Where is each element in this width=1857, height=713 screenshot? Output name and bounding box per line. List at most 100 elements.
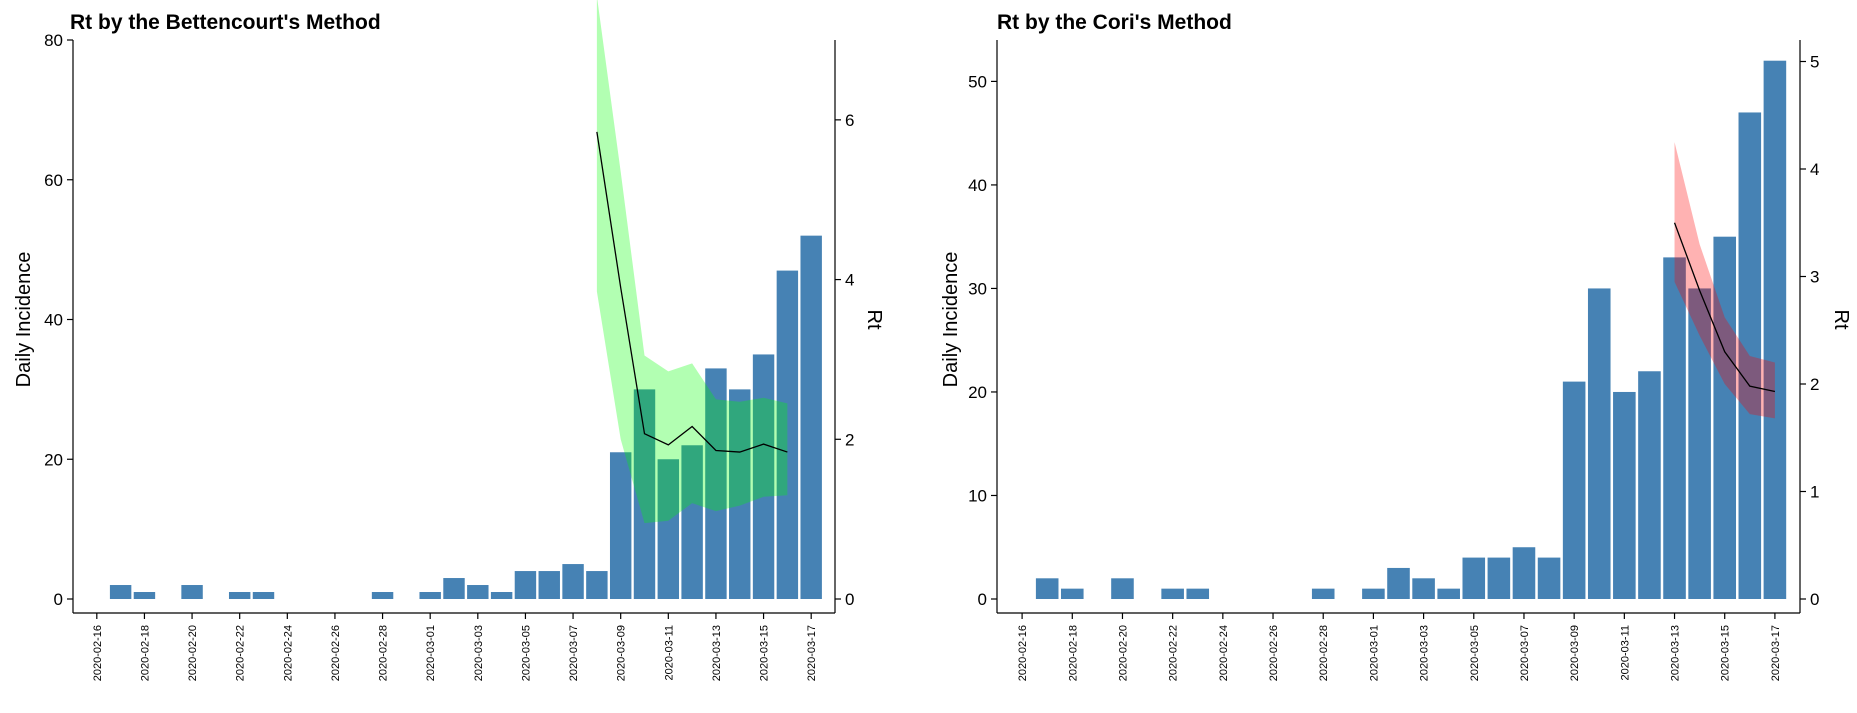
x-tick-label: 2020-03-03 (1419, 625, 1431, 681)
bar-2020-03-03 (467, 585, 489, 599)
y2-tick-label: 4 (1810, 160, 1819, 179)
bar-2020-03-02 (1387, 567, 1410, 599)
x-tick-label: 2020-02-22 (1168, 625, 1180, 681)
y2-tick-label: 5 (1810, 53, 1819, 72)
bar-2020-03-17 (800, 235, 822, 599)
bar-2020-03-04 (490, 592, 513, 599)
bar-2020-02-17 (109, 585, 132, 599)
chart-panel-0: Rt by the Bettencourt's Method020406080D… (13, 0, 885, 681)
bar-2020-03-06 (538, 571, 560, 599)
bar-2020-03-12 (1638, 371, 1661, 599)
bar-2020-02-28 (371, 592, 394, 599)
bar-2020-03-02 (443, 578, 465, 599)
bar-2020-03-17 (1763, 60, 1787, 599)
y2-tick-label: 2 (1810, 375, 1819, 394)
x-tick-label: 2020-02-26 (330, 625, 342, 681)
bar-2020-03-11 (1613, 391, 1636, 599)
x-tick-label: 2020-02-18 (139, 625, 151, 681)
x-tick-label: 2020-02-20 (187, 625, 199, 681)
y2-tick-label: 2 (845, 430, 854, 449)
x-tick-label: 2020-02-28 (1318, 625, 1330, 681)
y-tick-label: 40 (44, 311, 63, 330)
bar-2020-02-20 (181, 585, 203, 599)
y2-tick-label: 3 (1810, 268, 1819, 287)
rt-line (596, 131, 788, 453)
x-tick-label: 2020-02-16 (1017, 625, 1029, 681)
bar-2020-02-23 (252, 592, 275, 599)
bar-2020-02-22 (1161, 588, 1184, 599)
bar-2020-02-17 (1035, 578, 1059, 599)
x-tick-label: 2020-03-01 (1368, 625, 1380, 681)
bar-2020-02-18 (1060, 588, 1084, 599)
y-axis-title: Daily Incidence (940, 252, 962, 388)
bar-2020-03-13 (705, 368, 727, 599)
bar-2020-03-05 (514, 571, 537, 599)
y2-tick-label: 4 (845, 271, 854, 290)
chart-title: Rt by the Cori's Method (997, 11, 1232, 34)
bar-2020-03-11 (657, 459, 680, 599)
bar-2020-03-10 (1587, 288, 1611, 599)
bar-2020-03-08 (586, 571, 608, 599)
rt-confidence-band (1674, 142, 1775, 419)
bar-2020-02-23 (1186, 588, 1210, 599)
y-tick-label: 20 (968, 383, 987, 402)
bar-2020-02-18 (133, 592, 156, 599)
y2-axis-title: Rt (1830, 310, 1852, 330)
y2-axis-title: Rt (863, 310, 885, 330)
bar-2020-03-01 (1362, 588, 1385, 599)
y-tick-label: 50 (968, 72, 987, 91)
x-tick-label: 2020-02-26 (1268, 625, 1280, 681)
bar-2020-03-06 (1487, 557, 1511, 599)
x-tick-label: 2020-02-24 (1218, 625, 1230, 681)
x-tick-label: 2020-03-03 (473, 625, 485, 681)
y-tick-label: 40 (968, 176, 987, 195)
chart-panel-1: Rt by the Cori's Method01020304050Daily … (940, 11, 1852, 681)
y-tick-label: 60 (44, 171, 63, 190)
x-tick-label: 2020-03-11 (663, 625, 675, 680)
x-tick-label: 2020-03-05 (1469, 625, 1481, 681)
y2-tick-label: 1 (1810, 483, 1819, 502)
x-tick-label: 2020-03-07 (1519, 625, 1531, 681)
x-tick-label: 2020-03-13 (1670, 625, 1682, 681)
bar-2020-03-13 (1663, 257, 1686, 599)
bar-2020-03-07 (1512, 547, 1536, 599)
bar-2020-03-08 (1537, 557, 1561, 599)
bar-2020-03-10 (633, 389, 656, 600)
bar-2020-03-14 (1688, 288, 1711, 599)
x-tick-label: 2020-02-24 (282, 625, 294, 681)
bar-2020-03-16 (776, 270, 799, 599)
x-tick-label: 2020-02-22 (235, 625, 247, 681)
bar-2020-02-20 (1111, 578, 1134, 599)
bar-2020-03-12 (681, 445, 703, 599)
rt-confidence-band (596, 0, 788, 524)
y-tick-label: 80 (44, 31, 63, 50)
x-tick-label: 2020-03-01 (425, 625, 437, 681)
y-tick-label: 0 (54, 590, 63, 609)
x-tick-label: 2020-03-05 (520, 625, 532, 681)
x-tick-label: 2020-03-15 (1720, 625, 1732, 681)
bar-2020-03-09 (609, 452, 632, 599)
y-axis-title: Daily Incidence (13, 252, 35, 388)
bar-2020-02-28 (1311, 588, 1335, 599)
y-tick-label: 20 (44, 450, 63, 469)
x-tick-label: 2020-03-13 (711, 625, 723, 681)
bar-2020-03-15 (1713, 236, 1737, 599)
rt-line (1673, 222, 1776, 393)
y-tick-label: 0 (978, 590, 987, 609)
y2-tick-label: 0 (845, 590, 854, 609)
bar-2020-03-14 (729, 389, 751, 600)
bar-2020-03-04 (1437, 588, 1460, 599)
bar-2020-02-22 (228, 592, 251, 599)
bar-2020-03-01 (419, 592, 441, 599)
y2-tick-label: 6 (845, 111, 854, 130)
x-tick-label: 2020-03-17 (1770, 625, 1782, 681)
x-tick-label: 2020-03-07 (568, 625, 580, 681)
x-tick-label: 2020-03-09 (616, 625, 628, 681)
x-tick-label: 2020-02-16 (92, 625, 104, 681)
y-tick-label: 30 (968, 279, 987, 298)
x-tick-label: 2020-03-11 (1619, 625, 1631, 680)
bar-2020-03-03 (1412, 578, 1435, 599)
bar-2020-03-05 (1462, 557, 1486, 599)
x-tick-label: 2020-02-20 (1117, 625, 1129, 681)
